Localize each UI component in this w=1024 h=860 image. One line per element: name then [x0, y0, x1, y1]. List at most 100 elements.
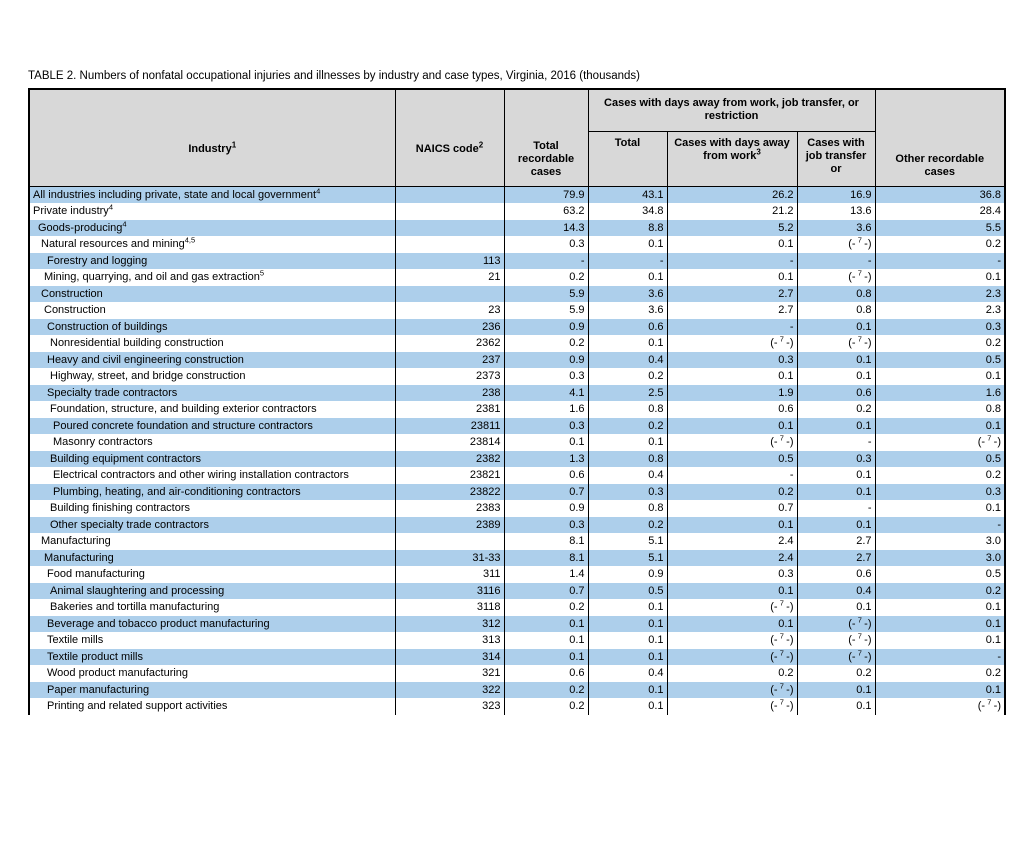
industry-cell: Construction of buildings — [28, 318, 396, 335]
naics-cell — [394, 219, 505, 236]
table-row: Heavy and civil engineering construction… — [28, 351, 1006, 368]
value-cell: 0.1 — [666, 368, 798, 385]
value-cell: 0.1 — [587, 615, 668, 632]
table-title: TABLE 2. Numbers of nonfatal occupationa… — [28, 70, 640, 82]
value-cell: 0.2 — [874, 335, 1006, 352]
industry-cell: Poured concrete foundation and structure… — [28, 417, 396, 434]
value-cell: 0.1 — [587, 698, 668, 715]
value-cell: 0.5 — [587, 582, 668, 599]
value-cell: 5.2 — [666, 219, 798, 236]
table-row: Bakeries and tortilla manufacturing 3118 0… — [28, 599, 1006, 616]
table-row: Foundation, structure, and building exte… — [28, 401, 1006, 418]
naics-cell: 321 — [394, 665, 505, 682]
industry-cell: Other specialty trade contractors — [28, 516, 396, 533]
value-cell: 2.5 — [587, 384, 668, 401]
table-row: Printing and related support activities 3… — [28, 698, 1006, 715]
footnote-marker: 7 — [779, 698, 784, 707]
industry-cell: Construction — [28, 285, 396, 302]
value-cell: 1.9 — [666, 384, 798, 401]
value-cell: 2.7 — [666, 285, 798, 302]
table-row: Construction 5.9 3.6 2.7 0.8 2.3 — [28, 285, 1006, 302]
value-cell: 0.2 — [874, 467, 1006, 484]
injuries-table: Industry1 NAICS code2 Total recordable c… — [28, 88, 1006, 715]
table-row: Textile product mills 314 0.1 0.1 (- 7 -) (- … — [28, 648, 1006, 665]
industry-cell: Wood product manufacturing — [28, 665, 396, 682]
value-cell: 0.1 — [587, 648, 668, 665]
value-cell: 13.6 — [796, 203, 876, 220]
value-cell: 0.1 — [874, 599, 1006, 616]
value-cell: 8.8 — [587, 219, 668, 236]
value-cell: 0.2 — [796, 665, 876, 682]
table-row: Plumbing, heating, and air-conditioning … — [28, 483, 1006, 500]
table-row: Manufacturing 31-33 8.1 5.1 2.4 2.7 3.0 — [28, 549, 1006, 566]
table-row: Animal slaughtering and processing 3116 0.… — [28, 582, 1006, 599]
naics-cell: 322 — [394, 681, 505, 698]
value-cell: 0.1 — [503, 648, 589, 665]
value-cell: - — [796, 500, 876, 517]
footnote-marker: 4 — [122, 219, 127, 228]
value-cell: 3.6 — [796, 219, 876, 236]
industry-cell: Goods-producing4 — [28, 219, 396, 236]
table-row: Building finishing contractors 2383 0.9 0.8… — [28, 500, 1006, 517]
value-cell: 0.1 — [796, 318, 876, 335]
value-cell: (- 7 -) — [666, 599, 798, 616]
industry-cell: All industries including private, state … — [28, 186, 396, 203]
value-cell: (- 7 -) — [796, 236, 876, 253]
value-cell: 0.2 — [796, 401, 876, 418]
footnote-marker: 1 — [231, 140, 237, 150]
value-cell: 21.2 — [666, 203, 798, 220]
value-cell: 0.1 — [666, 615, 798, 632]
value-cell: 2.7 — [796, 533, 876, 550]
value-cell: 0.1 — [796, 681, 876, 698]
value-cell: 0.3 — [503, 368, 589, 385]
value-cell: 0.3 — [796, 450, 876, 467]
value-cell: 0.1 — [796, 599, 876, 616]
industry-cell: Natural resources and mining4,5 — [28, 236, 396, 253]
table-row: Goods-producing4 14.3 8.8 5.2 3.6 5.5 — [28, 219, 1006, 236]
value-cell: 0.6 — [666, 401, 798, 418]
value-cell: - — [796, 434, 876, 451]
table-row: Construction of buildings 236 0.9 0.6-0.1 0.… — [28, 318, 1006, 335]
value-cell: 0.1 — [666, 582, 798, 599]
industry-cell: Manufacturing — [28, 533, 396, 550]
naics-cell: 21 — [394, 269, 505, 286]
footnote-marker: 3 — [756, 146, 761, 156]
value-cell: 2.4 — [666, 533, 798, 550]
table-row: Highway, street, and bridge construction… — [28, 368, 1006, 385]
industry-cell: Highway, street, and bridge construction — [28, 368, 396, 385]
value-cell: 0.5 — [874, 351, 1006, 368]
industry-cell: Food manufacturing — [28, 566, 396, 583]
industry-cell: Electrical contractors and other wiring … — [28, 467, 396, 484]
table-row: Paper manufacturing 322 0.2 0.1 (- 7 -) 0.1 0.… — [28, 681, 1006, 698]
footnote-marker: 7 — [779, 434, 784, 443]
value-cell: 0.6 — [503, 467, 589, 484]
value-cell: 0.1 — [796, 351, 876, 368]
naics-cell: 313 — [394, 632, 505, 649]
industry-cell: Paper manufacturing — [28, 681, 396, 698]
value-cell: 2.3 — [874, 302, 1006, 319]
value-cell: - — [874, 252, 1006, 269]
value-cell: 0.5 — [874, 450, 1006, 467]
table-body: All industries including private, state … — [28, 186, 1006, 715]
value-cell: 2.7 — [666, 302, 798, 319]
value-cell: 0.1 — [874, 417, 1006, 434]
value-cell: 34.8 — [587, 203, 668, 220]
value-cell: - — [503, 252, 589, 269]
value-cell: (- 7 -) — [796, 648, 876, 665]
value-cell: 0.2 — [587, 516, 668, 533]
value-cell: 0.4 — [587, 665, 668, 682]
industry-cell: Mining, quarrying, and oil and gas extra… — [28, 269, 396, 286]
footnote-marker: 7 — [779, 335, 784, 344]
industry-cell: Bakeries and tortilla manufacturing — [28, 599, 396, 616]
value-cell: 0.8 — [796, 302, 876, 319]
value-cell: 0.1 — [796, 467, 876, 484]
industry-cell: Specialty trade contractors — [28, 384, 396, 401]
industry-cell: Textile mills — [28, 632, 396, 649]
naics-cell — [394, 186, 505, 203]
industry-cell: Heavy and civil engineering construction — [28, 351, 396, 368]
value-cell: 0.3 — [874, 318, 1006, 335]
value-cell: 0.3 — [587, 483, 668, 500]
table-row: Wood product manufacturing 321 0.6 0.4 0.2 0.… — [28, 665, 1006, 682]
table-row: Nonresidential building construction 2362… — [28, 335, 1006, 352]
value-cell: (- 7 -) — [874, 698, 1006, 715]
